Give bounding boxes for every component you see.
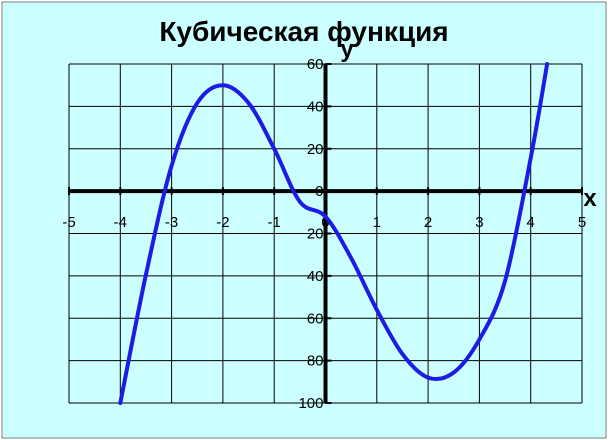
x-tick-label: 1 (373, 214, 381, 231)
x-tick-label: 4 (527, 214, 535, 231)
chart-title: Кубическая функция (159, 16, 448, 47)
y-tick-label: 40 (307, 268, 324, 285)
axes (68, 63, 583, 404)
series-line (118, 62, 550, 405)
y-tick-label: 60 (307, 56, 324, 73)
x-tick-label: 5 (578, 214, 586, 231)
x-tick-label: 0 (321, 214, 329, 231)
x-tick-label: -4 (114, 214, 127, 231)
x-tick-labels: -5 -4 -3 -2 -1 0 1 2 3 4 5 (62, 214, 586, 231)
y-tick-label: 0 (315, 183, 323, 200)
x-tick-label: -1 (268, 214, 281, 231)
x-tick-label: -3 (165, 214, 178, 231)
x-tick-label: -2 (216, 214, 229, 231)
y-tick-label: 60 (307, 310, 324, 327)
x-axis-label: x (583, 185, 597, 212)
y-axis-label: y (340, 36, 354, 63)
y-tick-label: 100 (298, 395, 323, 412)
y-tick-label: 20 (307, 141, 324, 158)
x-tick-label: 2 (424, 214, 432, 231)
x-tick-label: -5 (62, 214, 75, 231)
y-tick-label: 80 (307, 353, 324, 370)
series-group (118, 62, 550, 405)
y-tick-label: 20 (307, 226, 324, 243)
x-tick-label: 3 (475, 214, 483, 231)
y-tick-labels: 60 40 20 0 20 40 60 80 100 (298, 56, 323, 412)
y-tick-label: 40 (307, 98, 324, 115)
